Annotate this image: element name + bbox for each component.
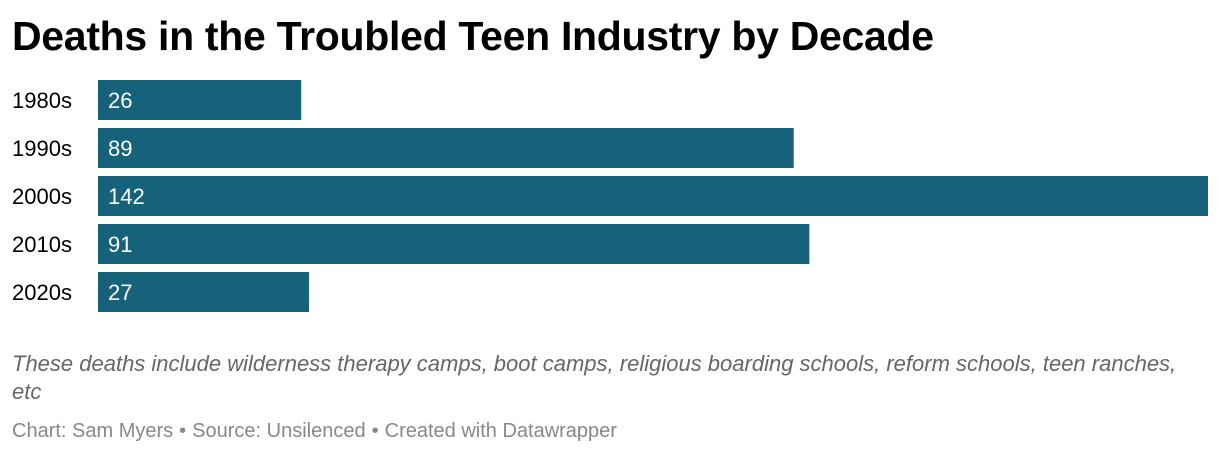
bar-chart: 1980s 1990s 2000s 2010s 2020s 26 89 142 91 27 [12, 80, 1208, 312]
source-credit: Source: Unsilenced [192, 420, 366, 442]
value-label: 142 [108, 184, 145, 209]
category-label: 1980s [12, 88, 72, 113]
chart-footer: Chart: Sam Myers • Source: Unsilenced • Crea… [12, 418, 617, 444]
footer-separator: • [371, 420, 379, 442]
bar [98, 128, 794, 168]
bars [98, 80, 1208, 312]
category-label: 2000s [12, 184, 72, 209]
value-label: 89 [108, 136, 132, 161]
value-label: 27 [108, 280, 132, 305]
category-label: 2010s [12, 232, 72, 257]
bar [98, 80, 302, 120]
value-labels: 26 89 142 91 27 [108, 88, 145, 305]
category-label: 2020s [12, 280, 72, 305]
chart-title: Deaths in the Troubled Teen Industry by … [12, 13, 934, 59]
created-with-credit: Created with Datawrapper [384, 420, 617, 442]
chart-notes: These deaths include wilderness therapy … [12, 351, 1177, 404]
bar [98, 176, 1208, 216]
category-label: 1990s [12, 136, 72, 161]
value-label: 91 [108, 232, 132, 257]
footer-separator: • [179, 420, 187, 442]
value-label: 26 [108, 88, 132, 113]
chart-credit: Chart: Sam Myers [12, 420, 174, 442]
bar [98, 224, 810, 264]
bar [98, 272, 310, 312]
category-labels: 1980s 1990s 2000s 2010s 2020s [12, 88, 72, 305]
